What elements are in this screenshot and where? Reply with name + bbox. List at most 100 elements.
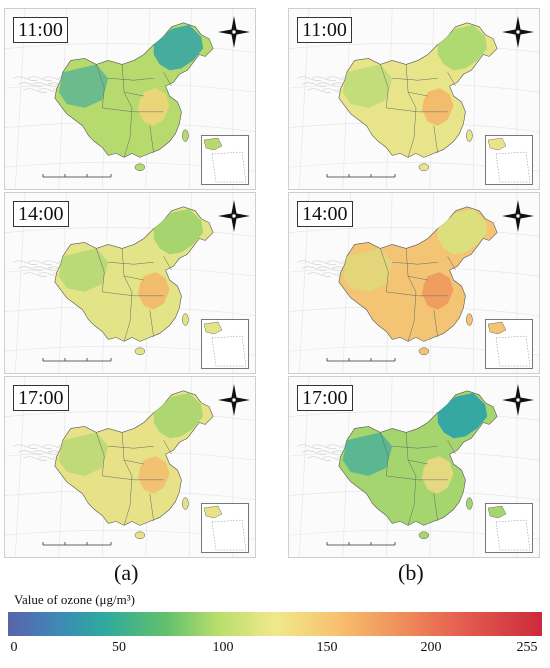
scale-bar bbox=[326, 358, 396, 362]
terrain-contour bbox=[307, 88, 331, 93]
province-boundary bbox=[123, 475, 133, 526]
graticule-line bbox=[289, 411, 539, 421]
province-boundary bbox=[408, 91, 428, 97]
colorbar-tick: 200 bbox=[420, 640, 442, 655]
province-boundary bbox=[380, 64, 389, 108]
province-boundary bbox=[149, 309, 154, 338]
south-china-sea-inset bbox=[485, 503, 533, 553]
china-ozone-map bbox=[5, 193, 255, 373]
terrain-contour bbox=[297, 260, 322, 265]
south-china-sea-inset bbox=[201, 135, 249, 185]
terrain-contour bbox=[311, 444, 336, 449]
column-label-a: (a) bbox=[114, 560, 139, 585]
terrain-contour bbox=[18, 82, 43, 87]
province-boundary bbox=[124, 275, 144, 281]
province-boundary bbox=[407, 475, 417, 526]
time-label: 17:00 bbox=[297, 385, 353, 411]
terrain-contour bbox=[307, 272, 331, 277]
province-boundary bbox=[123, 107, 133, 158]
province-boundary bbox=[433, 493, 438, 522]
taiwan-island bbox=[466, 497, 473, 510]
hainan-island bbox=[134, 347, 146, 355]
province-boundary bbox=[380, 432, 389, 476]
scale-bar bbox=[326, 174, 396, 178]
hainan-island bbox=[418, 347, 430, 355]
hainan-island bbox=[418, 163, 430, 171]
terrain-contour bbox=[302, 450, 327, 455]
terrain-contour bbox=[307, 456, 331, 461]
china-ozone-map bbox=[289, 377, 539, 557]
province-boundary bbox=[102, 291, 164, 297]
legend-title: Value of ozone (μg/m³) bbox=[14, 592, 135, 607]
south-china-sea-inset bbox=[485, 319, 533, 369]
taiwan-island bbox=[182, 129, 189, 142]
northeast-region bbox=[437, 208, 488, 255]
south-china-sea-inset bbox=[201, 503, 249, 553]
province-boundary bbox=[433, 309, 438, 338]
province-boundary bbox=[108, 261, 154, 265]
colorbar-tick: 255 bbox=[516, 640, 538, 655]
northeast-region bbox=[153, 392, 204, 439]
column-label-b: (b) bbox=[398, 560, 424, 585]
terrain-contour bbox=[316, 266, 341, 271]
province-boundary bbox=[96, 432, 105, 476]
province-boundary bbox=[149, 493, 154, 522]
west-region bbox=[342, 64, 393, 108]
map-panel-b-1700: 17:00 bbox=[288, 376, 540, 558]
central-east-region bbox=[137, 456, 170, 494]
province-boundary bbox=[163, 440, 172, 455]
scale-bar bbox=[42, 174, 112, 178]
ozone-colorbar bbox=[8, 612, 542, 636]
china-ozone-map bbox=[289, 9, 539, 189]
province-boundary bbox=[163, 72, 172, 87]
northeast-region bbox=[153, 24, 204, 71]
colorbar-tick: 50 bbox=[112, 640, 126, 655]
colorbar-tick: 100 bbox=[212, 640, 234, 655]
province-boundary bbox=[407, 291, 417, 342]
province-boundary bbox=[108, 77, 154, 81]
terrain-contour bbox=[316, 82, 341, 87]
time-label: 14:00 bbox=[297, 201, 353, 227]
map-panel-a-1700: 17:00 bbox=[4, 376, 256, 558]
terrain-contour bbox=[18, 266, 43, 271]
terrain-contour bbox=[32, 82, 57, 87]
terrain-contour bbox=[23, 456, 47, 461]
time-label: 14:00 bbox=[13, 201, 69, 227]
terrain-contour bbox=[32, 450, 57, 455]
south-china-sea-inset bbox=[201, 319, 249, 369]
graticule-line bbox=[289, 43, 539, 53]
graticule-line bbox=[5, 227, 255, 237]
province-boundary bbox=[386, 291, 448, 297]
time-label: 11:00 bbox=[297, 17, 352, 43]
terrain-contour bbox=[297, 444, 322, 449]
province-boundary bbox=[433, 125, 438, 154]
terrain-contour bbox=[27, 76, 52, 81]
scale-bar bbox=[42, 358, 112, 362]
province-boundary bbox=[447, 72, 456, 87]
north-arrow-icon bbox=[502, 200, 534, 232]
province-boundary bbox=[408, 459, 428, 465]
taiwan-island bbox=[182, 313, 189, 326]
central-east-region bbox=[421, 272, 454, 310]
province-boundary bbox=[124, 459, 144, 465]
province-boundary bbox=[407, 107, 417, 158]
north-arrow-icon bbox=[502, 384, 534, 416]
colorbar-tick: 0 bbox=[10, 640, 18, 655]
north-arrow-icon bbox=[218, 200, 250, 232]
map-panel-b-1400: 14:00 bbox=[288, 192, 540, 374]
taiwan-island bbox=[182, 497, 189, 510]
province-boundary bbox=[149, 125, 154, 154]
terrain-contour bbox=[302, 82, 327, 87]
northeast-region bbox=[437, 24, 488, 71]
graticule-line bbox=[5, 411, 255, 421]
map-panel-b-1100: 11:00 bbox=[288, 8, 540, 190]
terrain-contour bbox=[23, 272, 47, 277]
terrain-contour bbox=[18, 450, 43, 455]
province-boundary bbox=[163, 256, 172, 271]
province-boundary bbox=[102, 475, 164, 481]
terrain-contour bbox=[311, 76, 336, 81]
province-boundary bbox=[392, 261, 438, 265]
central-east-region bbox=[421, 456, 454, 494]
west-region bbox=[58, 64, 109, 108]
province-boundary bbox=[124, 91, 144, 97]
